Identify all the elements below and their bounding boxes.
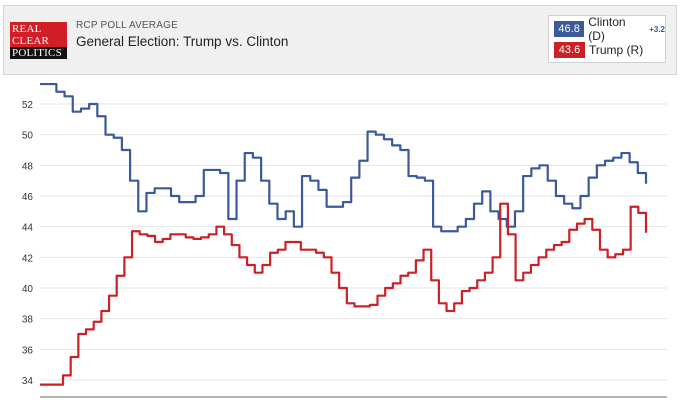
y-tick-label: 50 (22, 131, 34, 142)
logo-line-2: CLEAR (12, 35, 50, 47)
y-tick-label: 34 (22, 376, 34, 387)
y-tick-label: 46 (22, 192, 34, 203)
legend-item-clinton[interactable]: 46.8 Clinton (D) +3.2 (554, 15, 665, 43)
clinton-value-badge: 46.8 (554, 21, 585, 37)
poll-average-label: RCP POLL AVERAGE (76, 20, 178, 31)
legend-item-trump[interactable]: 43.6 Trump (R) (554, 42, 643, 58)
spread-badge: +3.2 (649, 24, 665, 34)
trump-value-badge: 43.6 (554, 42, 585, 58)
trump-series-line[interactable] (40, 202, 648, 386)
rcp-logo[interactable]: REAL CLEAR POLITICS (10, 22, 67, 59)
y-tick-label: 36 (22, 345, 34, 356)
y-tick-label: 44 (22, 223, 34, 234)
y-tick-label: 42 (22, 253, 34, 264)
clinton-label: Clinton (D) (588, 15, 626, 43)
trump-label: Trump (R) (589, 43, 644, 57)
y-tick-label: 38 (22, 315, 34, 326)
chart-title: General Election: Trump vs. Clinton (76, 34, 289, 49)
logo-line-1: REAL (12, 23, 42, 35)
logo-line-3: POLITICS (10, 47, 67, 59)
y-tick-label: 40 (22, 284, 34, 295)
line-chart: 34 36 38 40 42 44 46 48 50 52 (22, 82, 667, 398)
y-tick-label: 48 (22, 161, 34, 172)
y-tick-label: 52 (22, 100, 34, 111)
plot-area: 34 36 38 40 42 44 46 48 50 52 (3, 74, 677, 401)
clinton-series-line[interactable] (40, 82, 648, 233)
legend: 46.8 Clinton (D) +3.2 43.6 Trump (R) (548, 15, 666, 63)
